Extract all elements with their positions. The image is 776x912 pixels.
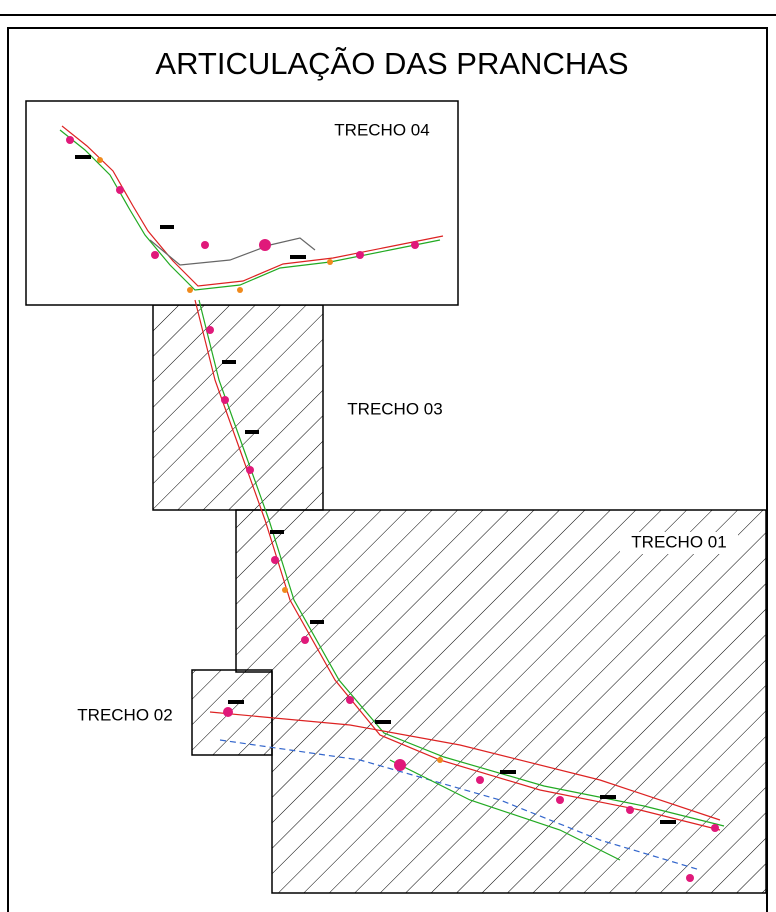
sheet-label: TRECHO 04 <box>334 120 429 139</box>
sheet-label: TRECHO 03 <box>347 399 442 418</box>
sheet-label: TRECHO 02 <box>77 705 172 724</box>
sheet-01-area <box>236 510 766 893</box>
title: ARTICULAÇÃO DAS PRANCHAS <box>155 46 628 81</box>
sheet-index-map: ARTICULAÇÃO DAS PRANCHAS <box>0 0 776 912</box>
sheet-label: TRECHO 01 <box>631 532 726 551</box>
sheet-03-area <box>153 305 323 510</box>
